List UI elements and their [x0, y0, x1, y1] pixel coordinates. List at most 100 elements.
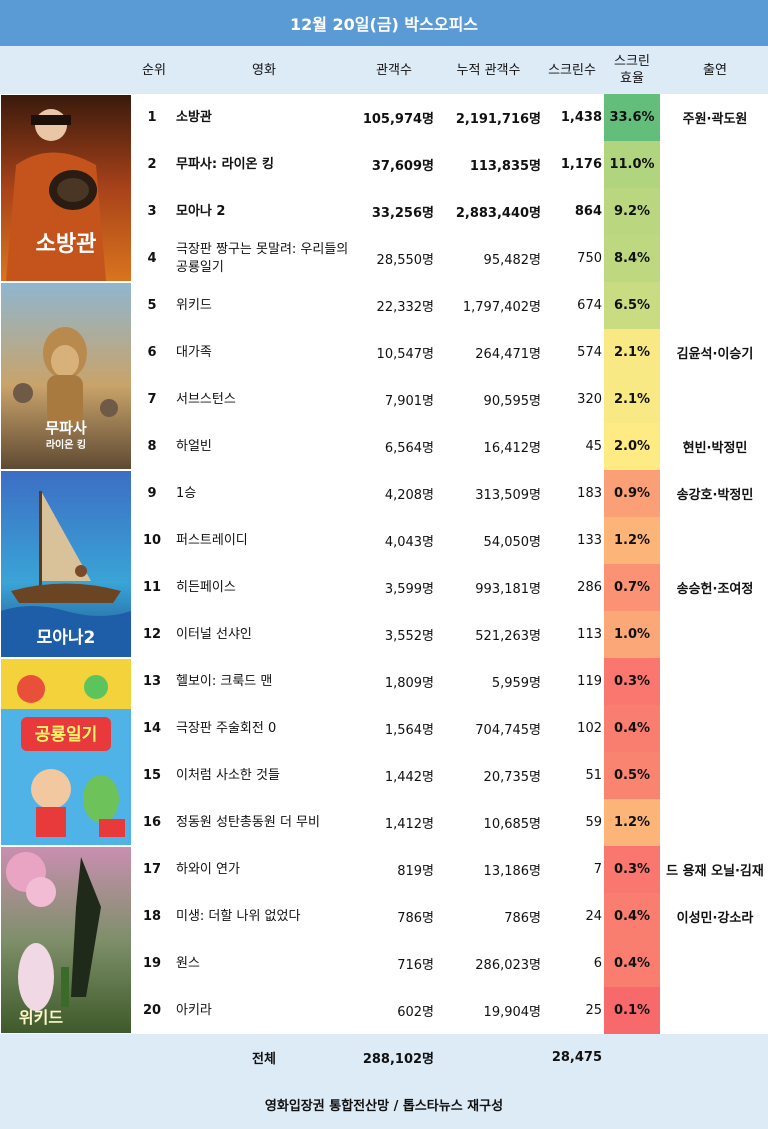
total-screens: 28,475 [551, 1049, 602, 1065]
cell-cast: 김윤석·이승기 [676, 347, 754, 362]
cell-audience: 3,552명 [384, 629, 434, 644]
cell-cumulative: 521,263명 [475, 629, 541, 644]
cell-title: 극장판 주술회전 0 [176, 720, 277, 736]
header-efficiency-line2: 효율 [620, 71, 644, 86]
poster-mufasa: 무파사 라이온 킹 [1, 283, 131, 469]
poster-title: 위키드 [19, 1008, 63, 1027]
cell-rank: 2 [147, 157, 157, 172]
cell-audience: 10,547명 [376, 347, 434, 362]
cell-rank: 19 [142, 956, 162, 971]
cell-screens: 7 [593, 862, 602, 877]
cell-cast: 이성민·강소라 [676, 911, 754, 926]
page-title: 12월 20일(금) 박스오피스 [0, 0, 768, 46]
poster-subtitle: 라이온 킹 [46, 438, 86, 451]
cell-cast [662, 282, 768, 329]
cell-cast [662, 235, 768, 282]
cell-rank: 17 [142, 862, 162, 877]
table-row: 8 하얼빈 6,564명 16,412명 45 2.0% 현빈·박정민 [132, 423, 768, 470]
cell-screens: 574 [577, 345, 602, 360]
cell-cumulative: 2,191,716명 [455, 112, 541, 127]
cell-cumulative: 13,186명 [483, 864, 541, 879]
cell-audience: 28,550명 [376, 253, 434, 268]
cell-screens: 320 [577, 392, 602, 407]
cell-cumulative: 264,471명 [475, 347, 541, 362]
cell-cast: 송승헌·조여정 [676, 582, 754, 597]
total-label: 전체 [252, 1051, 276, 1067]
cell-efficiency: 6.5% [604, 282, 660, 329]
cell-cumulative: 5,959명 [491, 676, 541, 691]
cell-cumulative: 19,904명 [483, 1005, 541, 1020]
cell-rank: 4 [147, 251, 157, 266]
cell-title: 1승 [176, 485, 197, 501]
header-efficiency: 스크린 효율 [604, 46, 660, 94]
cell-rank: 14 [142, 721, 162, 736]
cell-cumulative: 2,883,440명 [455, 206, 541, 221]
cell-efficiency: 0.1% [604, 987, 660, 1034]
cell-cast [662, 799, 768, 846]
cell-rank: 15 [142, 768, 162, 783]
cell-screens: 102 [577, 721, 602, 736]
cell-audience: 33,256명 [371, 206, 434, 221]
cell-title: 서브스턴스 [176, 391, 236, 407]
cell-screens: 1,438 [560, 110, 602, 125]
cell-screens: 45 [585, 439, 602, 454]
table-row: 14 극장판 주술회전 0 1,564명 704,745명 102 0.4% [132, 705, 768, 752]
table-row: 19 원스 716명 286,023명 6 0.4% [132, 940, 768, 987]
cell-rank: 12 [142, 627, 162, 642]
cell-title: 소방관 [176, 109, 212, 125]
table-row: 17 하와이 연가 819명 13,186명 7 0.3% 드 용재 오닐·김재 [132, 846, 768, 893]
cell-screens: 6 [593, 956, 602, 971]
cell-screens: 59 [585, 815, 602, 830]
cell-title: 아키라 [176, 1002, 212, 1018]
cell-cast [662, 611, 768, 658]
cell-screens: 286 [577, 580, 602, 595]
cell-screens: 674 [577, 298, 602, 313]
cell-audience: 1,809명 [384, 676, 434, 691]
cell-audience: 1,564명 [384, 723, 434, 738]
cell-rank: 13 [142, 674, 162, 689]
cell-cast [662, 376, 768, 423]
cell-rank: 16 [142, 815, 162, 830]
table-row: 13 헬보이: 크룩드 맨 1,809명 5,959명 119 0.3% [132, 658, 768, 705]
cell-cumulative: 16,412명 [483, 441, 541, 456]
table-row: 16 정동원 성탄총동원 더 무비 1,412명 10,685명 59 1.2% [132, 799, 768, 846]
table-row: 5 위키드 22,332명 1,797,402명 674 6.5% [132, 282, 768, 329]
cell-efficiency: 0.3% [604, 846, 660, 893]
cell-audience: 1,412명 [384, 817, 434, 832]
cell-audience: 22,332명 [376, 300, 434, 315]
cell-cast [662, 141, 768, 188]
cell-title: 원스 [176, 955, 200, 971]
cell-rank: 8 [147, 439, 157, 454]
cell-cast [662, 987, 768, 1034]
cell-cumulative: 786명 [504, 911, 541, 926]
cell-screens: 119 [577, 674, 602, 689]
table-row: 1 소방관 105,974명 2,191,716명 1,438 33.6% 주원·곽도원 [132, 94, 768, 141]
cell-cast [662, 705, 768, 752]
cell-rank: 18 [142, 909, 162, 924]
cell-audience: 6,564명 [384, 441, 434, 456]
cell-efficiency: 9.2% [604, 188, 660, 235]
table-row: 20 아키라 602명 19,904명 25 0.1% [132, 987, 768, 1034]
cell-screens: 25 [585, 1003, 602, 1018]
cell-rank: 5 [147, 298, 157, 313]
cell-title: 하와이 연가 [176, 861, 240, 877]
cell-title: 헬보이: 크룩드 맨 [176, 673, 273, 689]
cell-cumulative: 993,181명 [475, 582, 541, 597]
cell-efficiency: 11.0% [604, 141, 660, 188]
header-cumulative: 누적 관객수 [456, 62, 521, 78]
cell-rank: 1 [147, 110, 157, 125]
cell-title: 대가족 [176, 344, 212, 360]
cell-efficiency: 0.5% [604, 752, 660, 799]
cell-title: 미생: 더할 나위 없었다 [176, 908, 301, 924]
cell-cast: 드 용재 오닐·김재 [666, 864, 764, 879]
table-row: 10 퍼스트레이디 4,043명 54,050명 133 1.2% [132, 517, 768, 564]
poster-column: 소방관 무파사 라이온 킹 [0, 94, 132, 1034]
poster-shinchan: 공룡일기 [1, 659, 131, 845]
cell-efficiency: 2.1% [604, 329, 660, 376]
cell-cumulative: 90,595명 [483, 394, 541, 409]
cell-audience: 4,043명 [384, 535, 434, 550]
table-row: 12 이터널 선샤인 3,552명 521,263명 113 1.0% [132, 611, 768, 658]
poster-firefighters: 소방관 [1, 95, 131, 281]
cell-audience: 602명 [397, 1005, 434, 1020]
source-footer: 영화입장권 통합전산망 / 톱스타뉴스 재구성 [0, 1080, 768, 1129]
